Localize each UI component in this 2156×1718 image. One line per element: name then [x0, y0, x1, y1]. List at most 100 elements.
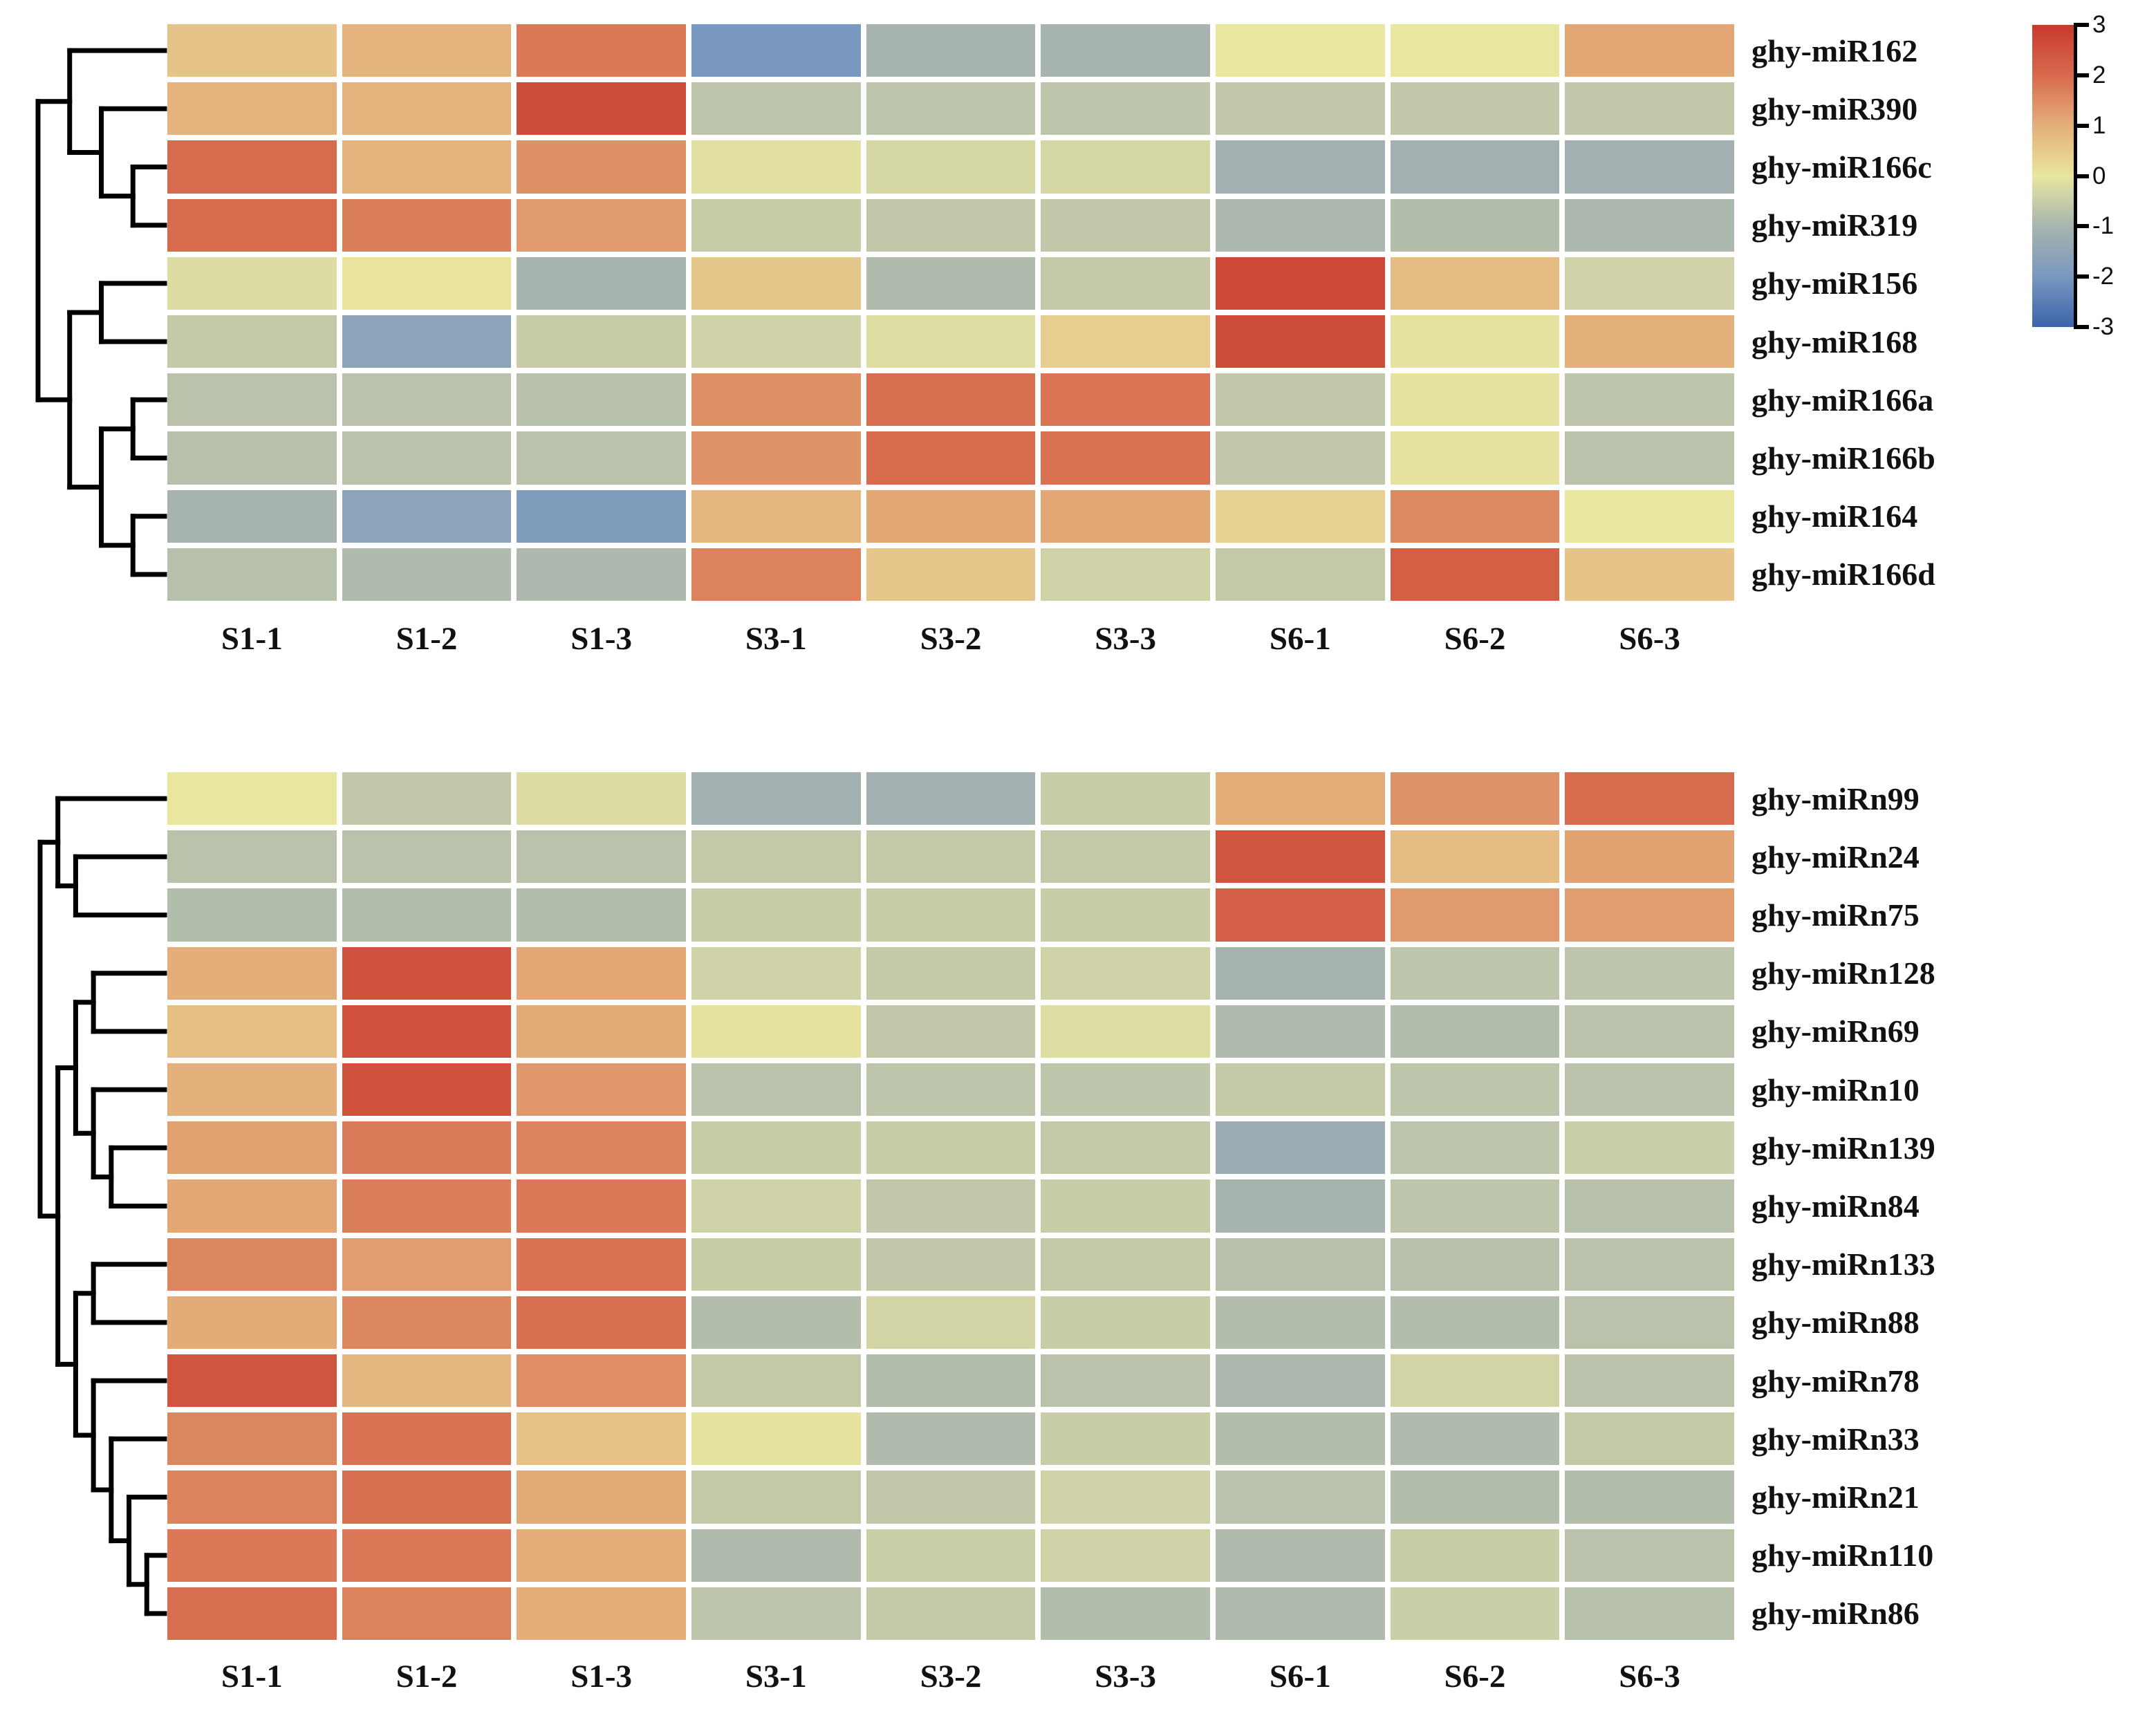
heatmap-cell — [691, 1354, 861, 1408]
heatmap-cell — [866, 315, 1036, 368]
heatmap-cell — [1565, 373, 1734, 427]
heatmap-cell — [866, 140, 1036, 194]
heatmap-cell — [342, 82, 512, 136]
row-label: ghy-miRn84 — [1751, 1188, 1920, 1224]
heatmap-cell — [691, 548, 861, 601]
heatmap-cell — [167, 1529, 337, 1582]
heatmap-cell — [1216, 1121, 1385, 1175]
heatmap-cell — [167, 1238, 337, 1291]
row-label: ghy-miR166c — [1751, 149, 1932, 185]
row-label: ghy-miR166d — [1751, 557, 1935, 592]
row-label: ghy-miR166b — [1751, 440, 1935, 476]
heatmap-cell — [691, 1238, 861, 1291]
heatmap-cell — [1390, 315, 1560, 368]
heatmap-cell — [1390, 256, 1560, 310]
heatmap-cell — [342, 1354, 512, 1408]
heatmap-cell — [1041, 140, 1210, 194]
heatmap-cell — [1216, 140, 1385, 194]
heatmap-cell — [1565, 489, 1734, 543]
heatmap-cell — [167, 373, 337, 427]
heatmap-cell — [691, 315, 861, 368]
heatmap-cell — [1216, 1005, 1385, 1058]
heatmap-cell — [1216, 1529, 1385, 1582]
colorbar-tick-label: 0 — [2092, 162, 2106, 189]
heatmap-cell — [517, 1412, 686, 1466]
heatmap-cell — [1565, 82, 1734, 136]
heatmap-cell — [1565, 1296, 1734, 1349]
heatmap-cell — [1565, 1529, 1734, 1582]
heatmap-cell — [1041, 548, 1210, 601]
heatmap-cell — [167, 489, 337, 543]
heatmap-cell — [342, 373, 512, 427]
heatmap-cell — [866, 1121, 1036, 1175]
heatmap-cell — [1216, 82, 1385, 136]
heatmap-cell — [167, 431, 337, 485]
heatmap-cell — [1565, 256, 1734, 310]
heatmap-cell — [1565, 1587, 1734, 1640]
column-label: S3-1 — [745, 621, 807, 657]
column-label: S6-1 — [1269, 1659, 1331, 1694]
heatmap-cell — [1390, 82, 1560, 136]
heatmap-cell — [517, 1587, 686, 1640]
row-label: ghy-miRn21 — [1751, 1479, 1920, 1515]
heatmap-cell — [167, 315, 337, 368]
heatmap-cell — [866, 256, 1036, 310]
heatmap-cell — [167, 1296, 337, 1349]
heatmap-cell — [167, 1179, 337, 1233]
heatmap-cell — [866, 772, 1036, 825]
heatmap-cell — [691, 1121, 861, 1175]
heatmap-cell — [517, 830, 686, 884]
heatmap-cell — [1041, 1005, 1210, 1058]
heatmap-cell — [167, 140, 337, 194]
heatmap-cell — [1390, 1179, 1560, 1233]
heatmap-cell — [342, 1063, 512, 1117]
heatmap-cell — [866, 1063, 1036, 1117]
heatmap-cell — [866, 946, 1036, 1000]
heatmap-cell — [517, 140, 686, 194]
heatmap-cell — [1565, 888, 1734, 942]
heatmap-cell — [517, 256, 686, 310]
heatmap-cell — [1565, 431, 1734, 485]
heatmap-cell — [1565, 198, 1734, 252]
heatmap-cell — [1216, 1470, 1385, 1524]
heatmap-cell — [691, 946, 861, 1000]
row-label: ghy-miRn110 — [1751, 1538, 1934, 1574]
heatmap-cell — [1565, 140, 1734, 194]
column-label: S6-1 — [1269, 621, 1331, 657]
heatmap-cell — [866, 1529, 1036, 1582]
heatmap-cell — [866, 830, 1036, 884]
heatmap-cell — [1390, 1412, 1560, 1466]
heatmap-cell — [866, 1005, 1036, 1058]
heatmap-cell — [342, 1412, 512, 1466]
heatmap-cell — [1565, 315, 1734, 368]
heatmap-cell — [1041, 1470, 1210, 1524]
heatmap-cell — [1565, 1238, 1734, 1291]
heatmap-cell — [1216, 24, 1385, 77]
colorbar-tick-label: 3 — [2092, 11, 2106, 38]
heatmap-cell — [1041, 830, 1210, 884]
colorbar-gradient — [2032, 25, 2074, 327]
heatmap-cell — [517, 489, 686, 543]
row-label: ghy-miRn10 — [1751, 1072, 1920, 1108]
heatmap-cell — [1390, 548, 1560, 601]
heatmap-cell — [1216, 431, 1385, 485]
heatmap-cell — [342, 888, 512, 942]
heatmap-cell — [517, 24, 686, 77]
heatmap-cell — [1041, 1412, 1210, 1466]
heatmap-cell — [167, 888, 337, 942]
heatmap-cell — [517, 548, 686, 601]
heatmap-cell — [866, 489, 1036, 543]
heatmap-cell — [1390, 1529, 1560, 1582]
heatmap-cell — [691, 772, 861, 825]
colorbar-tick — [2077, 274, 2089, 279]
heatmap-cell — [691, 140, 861, 194]
heatmap-cell — [866, 373, 1036, 427]
heatmap-cell — [342, 830, 512, 884]
heatmap-cell — [517, 315, 686, 368]
heatmap-cell — [1216, 548, 1385, 601]
heatmap-cell — [866, 198, 1036, 252]
heatmap-cell — [1390, 772, 1560, 825]
row-label: ghy-miR168 — [1751, 324, 1918, 360]
heatmap-cell — [691, 1063, 861, 1117]
